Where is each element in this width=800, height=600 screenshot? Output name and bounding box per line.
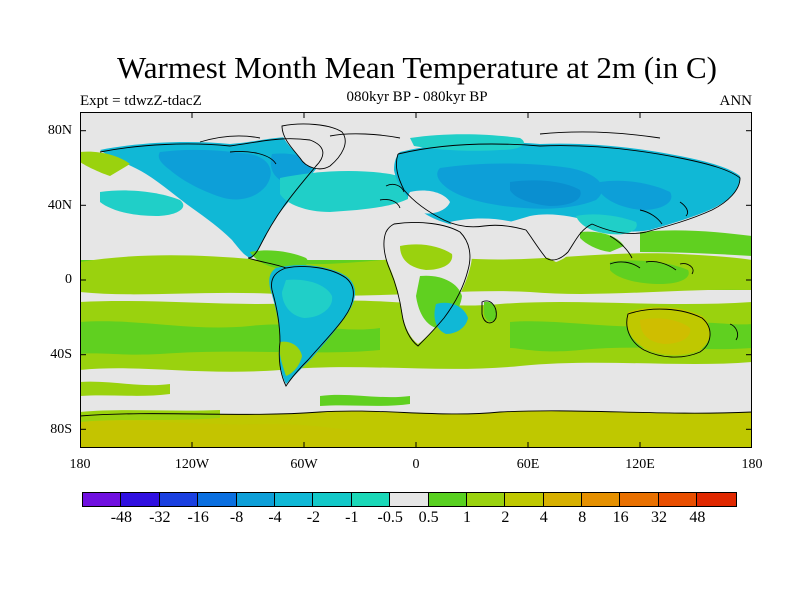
colorbar-label: 0.5 — [418, 509, 439, 526]
india-neutral — [524, 226, 577, 262]
colorbar-swatch — [428, 493, 467, 506]
lon-tick-180e: 180 — [741, 457, 763, 472]
colorbar-label: -8 — [229, 509, 244, 526]
north-pacific-cyan — [100, 190, 184, 216]
colorbar-swatch — [658, 493, 698, 506]
colorbar-label: 8 — [578, 509, 587, 526]
colorbar-label: 1 — [463, 509, 471, 526]
west-pacific-green — [640, 230, 752, 256]
sahel-yellow-green — [400, 244, 453, 270]
lat-tick-40s: 40S — [50, 347, 72, 362]
madagascar-green — [484, 301, 497, 322]
map-panel — [80, 112, 752, 448]
europe-neutral — [408, 190, 450, 214]
colorbar-label: 2 — [501, 509, 510, 526]
tick-marks — [80, 112, 752, 448]
east-asia-core — [600, 180, 672, 210]
lon-tick-60e: 60E — [516, 457, 540, 472]
colorbar-label: -32 — [149, 509, 171, 526]
colorbar-swatch — [620, 493, 659, 506]
lat-tick-80s: 80S — [50, 422, 72, 437]
colorbar-swatch — [505, 493, 544, 506]
lat-tick-40n: 40N — [47, 198, 72, 213]
colorbar-swatch — [697, 493, 736, 506]
southern-ocean-patch-1 — [80, 381, 170, 396]
colorbar-swatch — [582, 493, 621, 506]
colorbar-label: 32 — [651, 509, 667, 526]
north-america-core — [158, 149, 271, 200]
experiment-label: Expt = tdwzZ-tdacZ — [80, 93, 202, 109]
siberia-deep — [510, 180, 581, 206]
lat-tick-80n: 80N — [47, 123, 72, 138]
colorbar — [82, 492, 737, 507]
amazon-cyan — [282, 279, 333, 318]
australia-core — [640, 318, 691, 344]
colorbar-swatch — [159, 493, 199, 506]
south-africa-cyan — [434, 302, 468, 334]
plot-subtitle: 080kyr BP - 080kyr BP — [346, 89, 488, 105]
map-svg — [80, 112, 752, 448]
tibet-cyan — [576, 214, 637, 235]
colorbar-swatch — [236, 493, 275, 506]
lon-tick-120e: 120E — [625, 457, 655, 472]
colorbar-label: 16 — [612, 509, 629, 526]
southern-ocean-neutral — [80, 373, 752, 408]
colorbar-swatch — [466, 493, 506, 506]
lon-tick-0: 0 — [412, 457, 420, 472]
antarctica-west — [80, 420, 350, 448]
colorbar-swatch — [121, 493, 160, 506]
colorbar-swatch — [274, 493, 314, 506]
greenland-neutral — [280, 124, 346, 169]
colorbar-label: 4 — [539, 509, 548, 526]
season-label: ANN — [719, 93, 753, 109]
southern-ocean-patch-2 — [320, 394, 410, 406]
colorbar-label: -16 — [187, 509, 209, 526]
north-atlantic-cyan — [280, 171, 414, 212]
lon-tick-180w: 180 — [69, 457, 91, 472]
arctic-neutral — [80, 112, 752, 132]
lon-tick-60w: 60W — [290, 457, 318, 472]
colorbar-swatch — [390, 493, 429, 506]
caribbean-green — [250, 250, 308, 270]
colorbar-swatch — [313, 493, 352, 506]
colorbar-label: -0.5 — [377, 509, 403, 526]
patagonia-yellow-green — [279, 341, 302, 376]
north-america-warming — [100, 136, 327, 258]
antarctic-coast-band — [80, 410, 220, 422]
colorbar-swatch — [543, 493, 583, 506]
colorbar-label: -1 — [345, 509, 359, 526]
colorbar-swatch — [83, 493, 122, 506]
lat-tick-0: 0 — [65, 272, 72, 287]
lon-tick-120w: 120W — [174, 457, 210, 472]
colorbar-label: -2 — [306, 509, 321, 526]
colorbar-swatch — [351, 493, 391, 506]
colorbar-label: -48 — [110, 509, 133, 526]
coastlines — [80, 123, 752, 417]
plot-title: Warmest Month Mean Temperature at 2m (in… — [117, 50, 717, 85]
colorbar-label: 48 — [689, 509, 706, 526]
colorbar-swatch — [198, 493, 237, 506]
maritime-continent-green — [610, 260, 689, 284]
indochina-green — [580, 231, 624, 252]
alaska-patch — [80, 151, 130, 176]
colorbar-label: -4 — [268, 509, 282, 526]
